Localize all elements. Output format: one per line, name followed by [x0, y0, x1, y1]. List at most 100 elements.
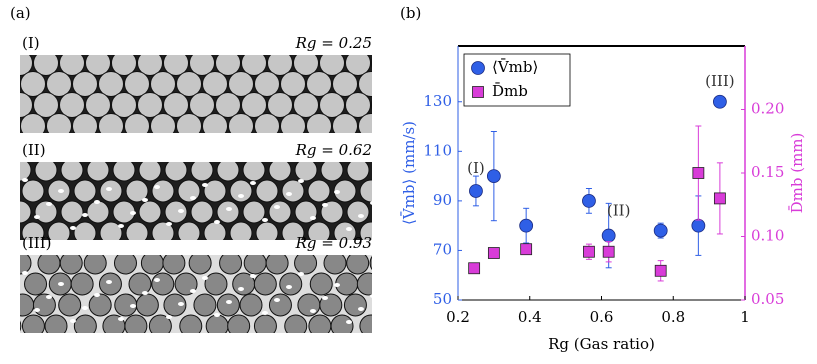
bubble [371, 58, 372, 68]
gas [154, 185, 160, 189]
y2-tick-label: 0.10 [751, 227, 784, 245]
bubble [265, 255, 289, 275]
bubble [203, 221, 227, 240]
bubble [188, 255, 212, 275]
bubble [98, 71, 124, 97]
bubble [359, 179, 372, 203]
gas [310, 216, 316, 220]
bubble [20, 293, 35, 317]
bubble [177, 179, 201, 203]
gas [46, 295, 52, 299]
bubble [0, 294, 6, 316]
bubble [0, 159, 5, 181]
gas [166, 315, 172, 319]
gas [274, 205, 280, 209]
bubble [375, 294, 397, 316]
bubble [193, 293, 217, 317]
gas [154, 278, 160, 282]
gas [202, 276, 208, 280]
bubble [229, 179, 253, 203]
bubble [0, 51, 7, 76]
bubble [20, 320, 22, 332]
x-tick-label: 0.6 [590, 308, 614, 326]
point [582, 193, 596, 208]
bubble [124, 71, 150, 97]
bubble [323, 255, 347, 275]
gas [214, 220, 220, 224]
bubble [284, 314, 308, 333]
bubble [190, 162, 214, 182]
gas [34, 215, 40, 219]
gas [250, 274, 256, 278]
bubble [268, 293, 292, 317]
bubble [98, 113, 124, 133]
bubble [281, 179, 305, 203]
bubble [216, 293, 240, 317]
bubble [333, 221, 357, 240]
bubble [189, 92, 215, 118]
y-tick-label: 130 [423, 92, 452, 110]
bubble [307, 221, 331, 240]
y2-tick-label: 0.20 [751, 100, 784, 118]
bubble [202, 71, 228, 97]
point [712, 94, 727, 109]
bubble [73, 314, 97, 333]
point [653, 223, 668, 238]
bubble [306, 113, 332, 133]
photo [0, 51, 410, 133]
bubble [73, 221, 97, 240]
gas [142, 198, 148, 202]
bubble [389, 315, 411, 337]
point [487, 247, 500, 259]
bubble [86, 162, 110, 182]
gas [106, 187, 112, 191]
bubble [163, 92, 189, 118]
bubble [369, 255, 372, 271]
gas [310, 309, 316, 313]
point [486, 169, 501, 183]
bubble [44, 314, 68, 333]
photo [0, 159, 372, 240]
bubble [268, 162, 292, 182]
bubble [135, 293, 159, 317]
bubble [99, 179, 123, 203]
bubble [151, 272, 175, 296]
bubble [124, 113, 150, 133]
bubble [332, 71, 358, 97]
bubble [164, 162, 188, 182]
gas [118, 317, 124, 321]
bubble [215, 92, 241, 118]
bubble [309, 272, 333, 296]
bubble [306, 71, 332, 97]
bubble [21, 221, 45, 240]
gas [58, 189, 64, 193]
bubble [33, 55, 59, 76]
bubble [189, 55, 215, 76]
bubble [150, 71, 176, 97]
bubble [254, 71, 280, 97]
bubble [20, 71, 46, 97]
bubble [385, 72, 410, 97]
bubble [34, 200, 58, 224]
bubble [98, 272, 122, 296]
bubble [242, 200, 266, 224]
bubble [345, 55, 371, 76]
bubble [294, 162, 318, 182]
gas [358, 307, 364, 311]
bubble [59, 55, 85, 76]
point [520, 243, 533, 256]
bubble [137, 92, 163, 118]
bubble [279, 272, 303, 296]
point [713, 192, 726, 205]
gas [178, 302, 184, 306]
gas [334, 190, 340, 194]
bubble [163, 55, 189, 76]
gas [286, 285, 292, 289]
bubble [219, 255, 243, 275]
legend-label: ⟨V̄mb⟩ [492, 58, 538, 76]
bubble [202, 113, 228, 133]
image-label: (III) [22, 234, 51, 252]
gas [94, 293, 100, 297]
bubble [150, 113, 176, 133]
bubble [46, 71, 72, 97]
